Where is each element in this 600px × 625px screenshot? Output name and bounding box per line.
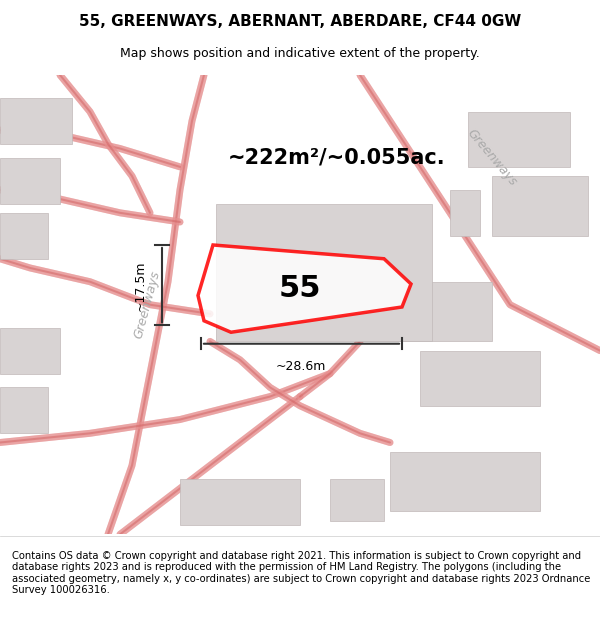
Text: 55, GREENWAYS, ABERNANT, ABERDARE, CF44 0GW: 55, GREENWAYS, ABERNANT, ABERDARE, CF44 … — [79, 14, 521, 29]
Text: 55: 55 — [279, 274, 321, 303]
Polygon shape — [216, 204, 432, 341]
Text: Contains OS data © Crown copyright and database right 2021. This information is : Contains OS data © Crown copyright and d… — [12, 551, 590, 596]
Polygon shape — [0, 213, 48, 259]
Polygon shape — [0, 388, 48, 433]
Polygon shape — [450, 190, 480, 236]
Polygon shape — [468, 112, 570, 167]
Polygon shape — [390, 452, 540, 511]
Polygon shape — [198, 245, 411, 332]
Polygon shape — [360, 282, 492, 341]
Polygon shape — [330, 479, 384, 521]
Text: Greenways: Greenways — [131, 269, 163, 340]
Polygon shape — [0, 328, 60, 374]
Text: ~17.5m: ~17.5m — [134, 260, 147, 311]
Text: ~28.6m: ~28.6m — [276, 360, 326, 372]
Text: Greenways: Greenways — [464, 127, 520, 189]
Polygon shape — [0, 98, 72, 144]
Polygon shape — [0, 158, 60, 204]
Text: ~222m²/~0.055ac.: ~222m²/~0.055ac. — [228, 148, 446, 168]
Text: Map shows position and indicative extent of the property.: Map shows position and indicative extent… — [120, 48, 480, 61]
Polygon shape — [420, 351, 540, 406]
Polygon shape — [492, 176, 588, 236]
Polygon shape — [180, 479, 300, 525]
